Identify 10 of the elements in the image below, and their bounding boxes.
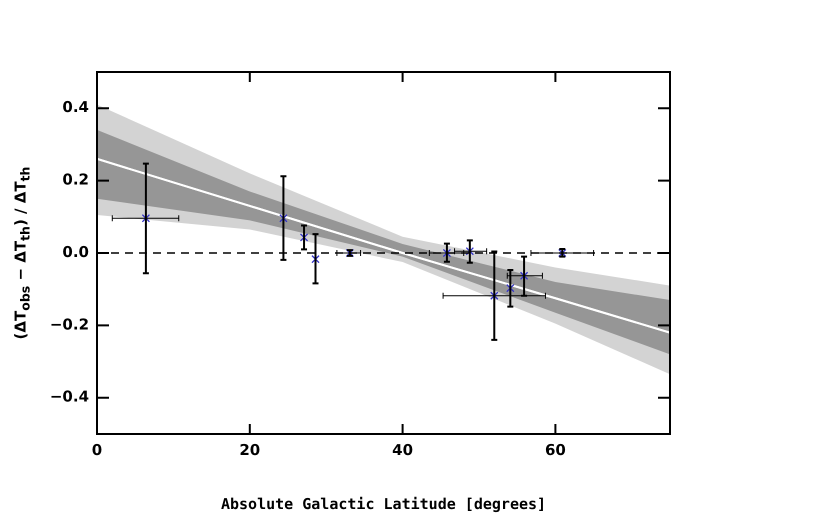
- y-tick-label: 0.0: [62, 242, 89, 261]
- y-tick-label: −0.4: [50, 388, 89, 406]
- y-tick-label: 0.2: [62, 170, 89, 188]
- x-tick-label: 60: [544, 440, 566, 459]
- x-axis-title: Absolute Galactic Latitude [degrees]: [220, 494, 546, 513]
- x-tick-label: 0: [92, 440, 102, 459]
- x-tick-label: 40: [392, 440, 414, 459]
- y-tick-label: −0.2: [50, 315, 89, 334]
- y-tick-label: 0.4: [62, 98, 89, 116]
- x-tick-label: 20: [239, 440, 260, 459]
